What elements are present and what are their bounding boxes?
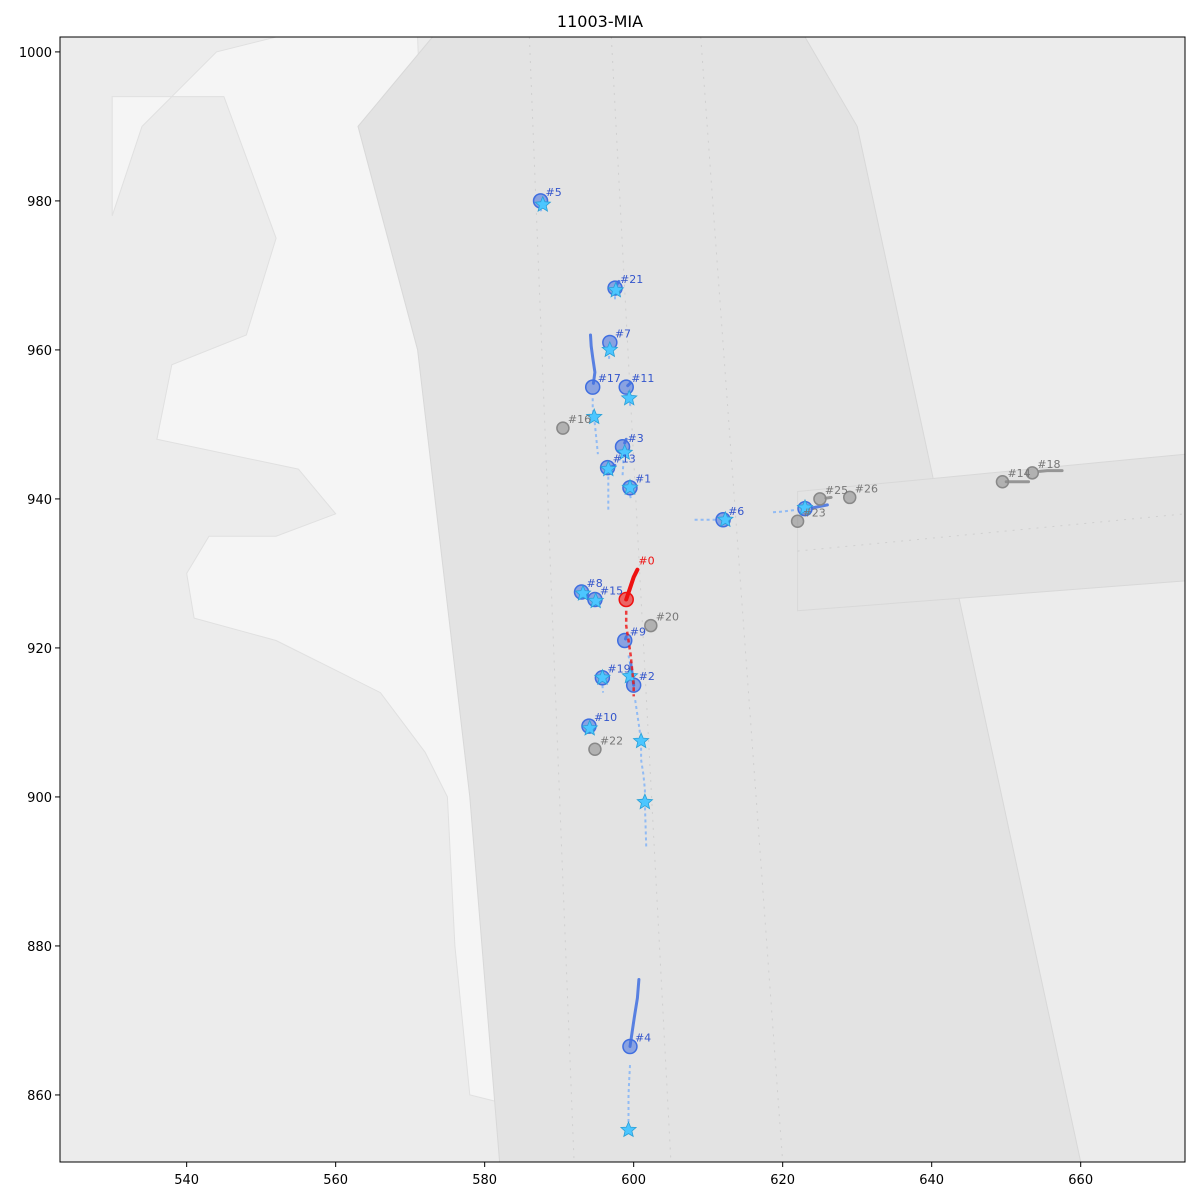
agent-18-marker <box>1025 466 1040 480</box>
sidewalk-west-plaza <box>111 37 575 1111</box>
agent-25-history <box>824 495 833 500</box>
agent-label-22: #22 <box>600 734 623 747</box>
y-tick-label: 860 <box>27 1089 52 1104</box>
agent-label-7: #7 <box>615 327 631 340</box>
agent-label-11: #11 <box>631 372 654 385</box>
y-tick-label: 980 <box>27 195 52 210</box>
agent-label-9: #9 <box>630 625 646 638</box>
agent-10-goal-star <box>581 719 599 736</box>
agent-24-prediction <box>771 509 795 514</box>
agent-11-goal-star <box>620 389 638 406</box>
agent-1-goal-star <box>621 478 639 496</box>
agent-9-marker <box>616 632 633 649</box>
agent-23-marker <box>790 514 805 529</box>
agent-2-goal-star <box>636 793 654 810</box>
agent-19-prediction <box>601 685 605 693</box>
road-east-west-corridor <box>797 453 1185 612</box>
x-tick-label: 600 <box>621 1173 646 1188</box>
agent-label-4: #4 <box>635 1032 651 1045</box>
agent-3-goal-star <box>616 443 634 461</box>
agent-6-goal-star <box>716 510 734 528</box>
agent-label-14: #14 <box>1007 467 1030 480</box>
agent-label-19: #19 <box>607 663 630 676</box>
agent-13-goal-star <box>599 460 617 477</box>
x-tick-label: 540 <box>174 1173 199 1188</box>
agent-17-goal-star <box>585 407 603 425</box>
agent-4-history <box>628 978 641 1048</box>
agent-1-prediction <box>629 494 633 501</box>
agent-17-history <box>589 333 597 385</box>
agent-18-history <box>1038 469 1064 473</box>
agent-label-18: #18 <box>1037 458 1060 471</box>
agent-label-26: #26 <box>855 482 878 495</box>
y-tick-label: 880 <box>27 940 52 955</box>
labels-layer: #1 #2 #3 #4 #5 #6 #7 #8 #9 #10 #11 #13 #14 #15 #16 #17 #… <box>546 186 1061 1045</box>
agent-label-2: #2 <box>639 670 655 683</box>
agent-26-marker <box>842 490 857 505</box>
agent-24-history <box>811 503 829 510</box>
ego-label: #0 <box>638 555 654 568</box>
agent-label-10: #10 <box>594 711 617 724</box>
agent-19-goal-star <box>593 668 611 686</box>
agent-22-marker <box>588 742 602 757</box>
agent-label-25: #25 <box>825 484 848 497</box>
agent-15-goal-star <box>587 591 605 609</box>
page-title: 11003-MIA <box>556 12 644 31</box>
agent-16-marker <box>556 421 570 435</box>
agent-label-16: #16 <box>568 413 591 426</box>
agent-21-goal-star <box>607 281 625 298</box>
agent-8-goal-star <box>574 584 592 601</box>
agent-4-marker <box>622 1038 638 1055</box>
x-tick-label: 560 <box>323 1173 348 1188</box>
agent-label-6: #6 <box>728 505 744 518</box>
agent-label-23: #23 <box>803 506 826 519</box>
lane-divider <box>797 513 1185 552</box>
x-tick-label: 580 <box>472 1173 497 1188</box>
agent-label-8: #8 <box>587 577 603 590</box>
agent-label-5: #5 <box>546 186 562 199</box>
y-tick-label: 920 <box>27 642 52 657</box>
map-layer <box>111 37 1185 1162</box>
agent-label-20: #20 <box>656 611 679 624</box>
y-tick-label: 900 <box>27 791 52 806</box>
agent-label-17: #17 <box>598 372 621 385</box>
agent-5-goal-star <box>534 195 552 212</box>
agent-9-goal-star <box>621 667 639 684</box>
road-north-south-corridor <box>357 37 1082 1162</box>
agent-17-prediction <box>591 398 599 455</box>
agents-layer <box>532 193 1064 1138</box>
agent-17-marker <box>584 379 601 395</box>
agent-label-1: #1 <box>635 473 651 486</box>
x-tick-label: 620 <box>770 1173 795 1188</box>
agent-4-goal-star <box>619 1120 638 1138</box>
x-tick-label: 640 <box>919 1173 944 1188</box>
y-tick-label: 1000 <box>19 46 52 61</box>
agent-label-13: #13 <box>613 453 636 466</box>
ego-marker <box>618 591 634 608</box>
y-tick-label: 940 <box>27 493 52 508</box>
axes-layer: 540 560 580 600 620 640 660 860 880 900 920 940 960 9… <box>19 46 1093 1188</box>
y-tick-label: 960 <box>27 344 52 359</box>
ego-prediction <box>624 610 635 697</box>
agent-7-goal-star <box>601 340 619 358</box>
plot-frame <box>59 36 1186 1163</box>
agent-2-prediction <box>634 699 648 850</box>
agent-label-3: #3 <box>628 432 644 445</box>
agent-20-marker <box>644 618 658 633</box>
agent-25-marker <box>813 492 827 506</box>
agent-24-goal-star <box>796 498 814 516</box>
agent-4-prediction <box>627 1065 631 1125</box>
x-tick-label: 660 <box>1068 1173 1093 1188</box>
agent-label-21: #21 <box>620 273 643 286</box>
agent-2-goal-star <box>632 732 650 749</box>
agent-3-prediction <box>621 454 625 477</box>
agent-14-marker <box>995 475 1010 489</box>
agent-label-15: #15 <box>600 585 623 598</box>
